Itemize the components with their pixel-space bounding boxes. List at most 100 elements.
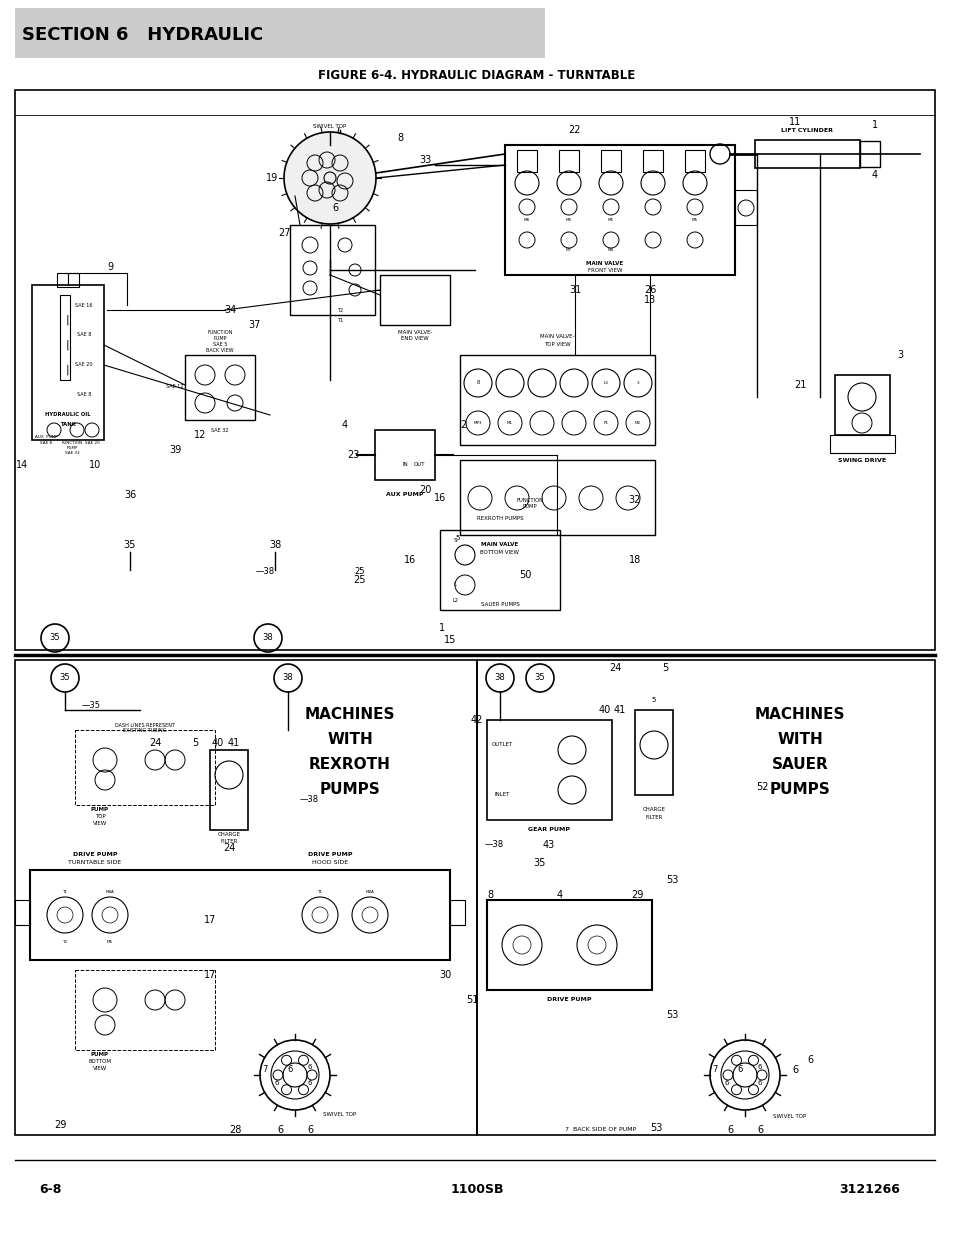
Text: OUTLET: OUTLET bbox=[491, 742, 512, 747]
Text: 4: 4 bbox=[341, 420, 348, 430]
Text: 3: 3 bbox=[636, 382, 639, 385]
Text: T2: T2 bbox=[336, 308, 343, 312]
Text: 5: 5 bbox=[192, 739, 198, 748]
Text: SAE 32: SAE 32 bbox=[65, 451, 79, 454]
Text: 6: 6 bbox=[757, 1065, 761, 1070]
Text: 28: 28 bbox=[229, 1125, 241, 1135]
Text: SAUER: SAUER bbox=[771, 757, 827, 773]
Text: 17: 17 bbox=[204, 915, 216, 925]
Text: 8: 8 bbox=[476, 380, 479, 385]
Text: |: | bbox=[65, 340, 69, 351]
Text: —38: —38 bbox=[484, 841, 503, 850]
Text: SAE 32: SAE 32 bbox=[211, 427, 229, 432]
Text: 41: 41 bbox=[613, 705, 625, 715]
Text: MAIN VALVE-: MAIN VALVE- bbox=[397, 330, 432, 335]
Text: MAIN VALVE: MAIN VALVE bbox=[586, 261, 623, 266]
Text: PUMP: PUMP bbox=[213, 336, 227, 342]
Bar bbox=[75, 730, 214, 805]
Text: 26: 26 bbox=[643, 285, 656, 295]
Text: FUNCTION: FUNCTION bbox=[61, 441, 83, 445]
Text: 24: 24 bbox=[149, 739, 161, 748]
Text: M5: M5 bbox=[565, 219, 572, 222]
Text: 29: 29 bbox=[630, 890, 642, 900]
Text: M5: M5 bbox=[107, 940, 113, 944]
Text: 8: 8 bbox=[396, 133, 402, 143]
Text: DRIVE PUMP: DRIVE PUMP bbox=[546, 998, 591, 1003]
Bar bbox=[754, 140, 859, 168]
Text: T1: T1 bbox=[63, 890, 68, 894]
Text: 52: 52 bbox=[755, 782, 767, 792]
Text: 6: 6 bbox=[791, 1065, 798, 1074]
Circle shape bbox=[284, 132, 375, 224]
Text: REXROTH: REXROTH bbox=[309, 757, 391, 773]
Text: 6: 6 bbox=[307, 1125, 313, 1135]
Bar bbox=[439, 530, 559, 610]
Text: BOTTOM VIEW: BOTTOM VIEW bbox=[480, 551, 519, 556]
Bar bbox=[32, 285, 104, 440]
Text: 7: 7 bbox=[262, 1066, 268, 1074]
Text: HYDRAULIC OIL: HYDRAULIC OIL bbox=[45, 412, 91, 417]
Text: VIEW: VIEW bbox=[92, 1067, 107, 1072]
Text: 22: 22 bbox=[568, 125, 580, 135]
Bar bbox=[185, 354, 254, 420]
Text: 3: 3 bbox=[896, 350, 902, 359]
Text: 6: 6 bbox=[274, 1079, 279, 1086]
Text: 19: 19 bbox=[266, 173, 278, 183]
Text: M4A: M4A bbox=[365, 890, 374, 894]
Text: 16: 16 bbox=[434, 493, 446, 503]
Text: T1: T1 bbox=[317, 890, 322, 894]
Text: L2: L2 bbox=[452, 598, 457, 603]
Text: MACHINES: MACHINES bbox=[754, 708, 844, 722]
Text: 14: 14 bbox=[16, 459, 28, 471]
Text: AUX  PUMP: AUX PUMP bbox=[34, 435, 57, 438]
Text: 36: 36 bbox=[124, 490, 136, 500]
Text: 40: 40 bbox=[212, 739, 224, 748]
Text: M2: M2 bbox=[635, 421, 640, 425]
Text: SWIVEL TOP: SWIVEL TOP bbox=[323, 1113, 356, 1118]
Text: OUT: OUT bbox=[414, 462, 425, 468]
Text: 4: 4 bbox=[871, 170, 877, 180]
Text: DRIVE PUMP: DRIVE PUMP bbox=[308, 852, 352, 857]
Bar bbox=[829, 435, 894, 453]
Bar bbox=[517, 149, 537, 172]
Text: 20: 20 bbox=[418, 485, 431, 495]
Bar bbox=[859, 141, 879, 167]
Text: 37: 37 bbox=[249, 320, 261, 330]
Text: SAE 16: SAE 16 bbox=[75, 303, 92, 308]
Text: T2: T2 bbox=[62, 940, 68, 944]
Text: SAE 5: SAE 5 bbox=[213, 342, 227, 347]
Text: 53: 53 bbox=[665, 1010, 678, 1020]
Text: REXROTH PUMPS: REXROTH PUMPS bbox=[476, 515, 523, 520]
Text: 41: 41 bbox=[228, 739, 240, 748]
Text: 1: 1 bbox=[438, 622, 445, 634]
Text: 29: 29 bbox=[53, 1120, 66, 1130]
Text: 5: 5 bbox=[661, 663, 667, 673]
Text: 35: 35 bbox=[124, 540, 136, 550]
Text: SWING DRIVE: SWING DRIVE bbox=[837, 457, 885, 462]
Text: IN: IN bbox=[402, 462, 408, 468]
Text: 42: 42 bbox=[471, 715, 482, 725]
Text: M5: M5 bbox=[607, 219, 614, 222]
Text: HOOD SIDE: HOOD SIDE bbox=[312, 861, 348, 866]
Text: FUNCTION: FUNCTION bbox=[207, 331, 233, 336]
Text: SWIVEL TOP: SWIVEL TOP bbox=[773, 1114, 806, 1119]
Text: M8: M8 bbox=[523, 219, 530, 222]
Text: 6: 6 bbox=[757, 1079, 761, 1086]
Text: 32: 32 bbox=[628, 495, 640, 505]
Text: SAUER PUMPS: SAUER PUMPS bbox=[480, 603, 518, 608]
Text: INLET: INLET bbox=[494, 793, 509, 798]
Text: 50: 50 bbox=[518, 571, 531, 580]
Text: 6: 6 bbox=[276, 1125, 283, 1135]
Text: GEAR PUMP: GEAR PUMP bbox=[527, 827, 569, 832]
Text: FILTER: FILTER bbox=[644, 815, 662, 820]
Text: LIFT CYLINDER: LIFT CYLINDER bbox=[781, 127, 832, 132]
Text: PUMP: PUMP bbox=[91, 808, 109, 813]
Text: |: | bbox=[65, 315, 69, 325]
Text: TURNTABLE SIDE: TURNTABLE SIDE bbox=[69, 861, 121, 866]
Text: SAE 8: SAE 8 bbox=[40, 441, 52, 445]
Bar bbox=[379, 275, 450, 325]
Bar bbox=[57, 273, 79, 287]
Text: SAE 20: SAE 20 bbox=[75, 363, 92, 368]
Bar bbox=[459, 354, 655, 445]
Text: 30: 30 bbox=[438, 969, 451, 981]
